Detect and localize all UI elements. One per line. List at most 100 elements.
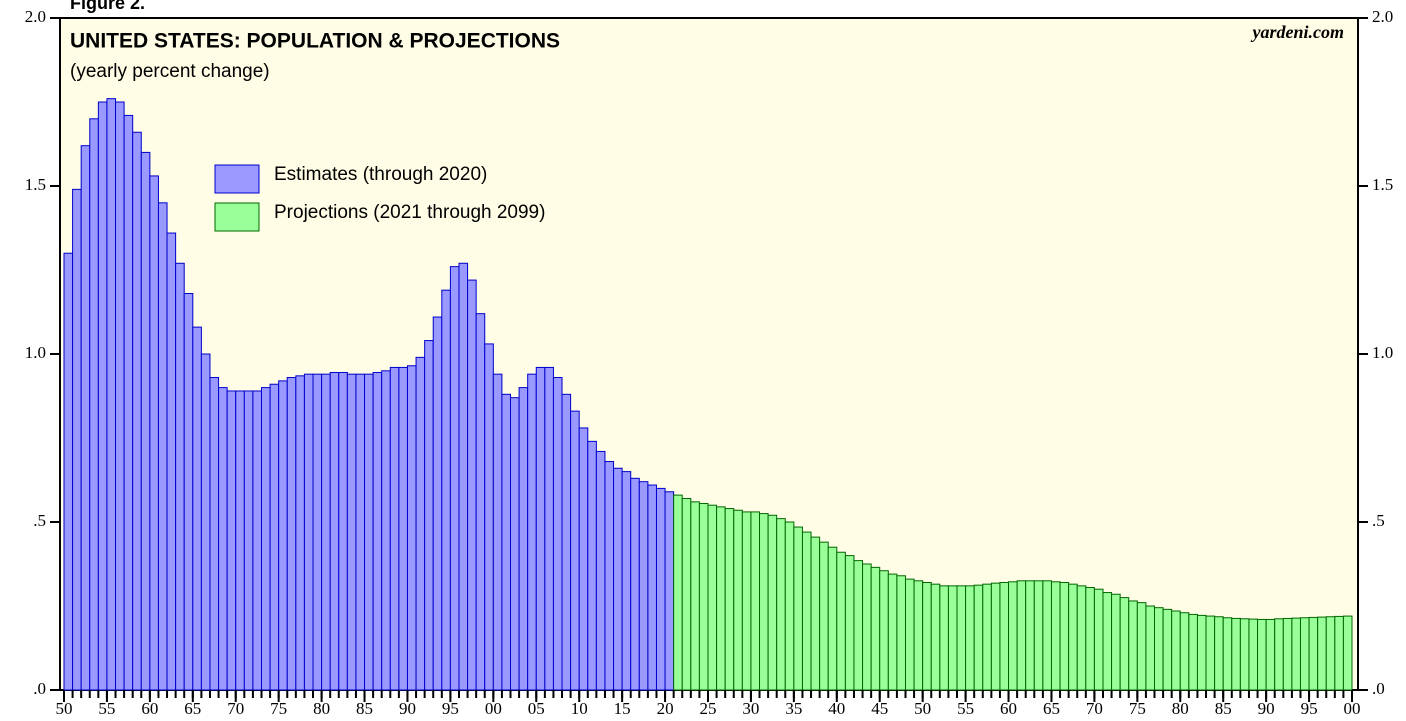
bar <box>939 585 949 691</box>
bar <box>1299 617 1310 691</box>
bar <box>870 566 881 691</box>
bar <box>922 581 932 691</box>
x-tick-label: 75 <box>270 699 287 718</box>
bar <box>492 373 503 691</box>
bar <box>1214 616 1224 691</box>
chart-title: UNITED STATES: POPULATION & PROJECTIONS <box>70 30 560 53</box>
bar <box>1308 616 1319 691</box>
bar <box>286 377 297 691</box>
bar <box>458 262 469 691</box>
bar <box>278 380 288 691</box>
bar <box>372 371 383 691</box>
bar <box>183 293 194 691</box>
x-tick-label: 00 <box>1344 699 1361 718</box>
y2-tick-label: 1.0 <box>1372 343 1393 362</box>
bar <box>733 509 743 691</box>
bar <box>1325 616 1336 691</box>
bar <box>613 467 623 691</box>
bar <box>544 366 554 691</box>
bar <box>1111 593 1121 691</box>
bar <box>63 252 74 691</box>
bar <box>1291 617 1301 691</box>
bar <box>89 118 99 691</box>
bar <box>655 487 666 691</box>
x-tick-label: 65 <box>1043 699 1060 718</box>
bar <box>552 377 563 691</box>
x-tick-label: 95 <box>442 699 459 718</box>
bar <box>157 202 168 691</box>
bar <box>1257 618 1267 691</box>
bar <box>218 387 228 691</box>
x-tick-label: 85 <box>356 699 373 718</box>
bar <box>1239 618 1250 691</box>
bar <box>638 481 649 691</box>
bar <box>260 387 271 691</box>
bar <box>209 377 220 691</box>
x-tick-label: 40 <box>828 699 845 718</box>
x-tick-label: 85 <box>1215 699 1232 718</box>
x-tick-label: 20 <box>657 699 674 718</box>
bar <box>398 366 408 691</box>
bar <box>389 366 400 691</box>
bar <box>467 279 477 691</box>
bar <box>1042 580 1052 691</box>
bar <box>630 477 640 691</box>
bar <box>947 585 958 691</box>
bar <box>759 513 769 691</box>
bar <box>862 563 872 691</box>
bar <box>355 373 366 691</box>
x-tick-label: 55 <box>957 699 974 718</box>
bar <box>887 573 898 691</box>
bar <box>1342 615 1353 691</box>
bar <box>982 583 992 691</box>
x-tick-label: 65 <box>184 699 201 718</box>
bar <box>1059 581 1070 691</box>
bar <box>1085 587 1095 691</box>
bar <box>364 373 374 691</box>
legend-swatch <box>214 202 260 232</box>
bar <box>904 578 915 691</box>
bar <box>269 383 280 691</box>
y-tick-label: .5 <box>33 511 46 530</box>
bar <box>312 373 323 691</box>
bar <box>527 373 537 691</box>
x-tick-label: 10 <box>571 699 588 718</box>
bar <box>200 353 211 691</box>
bar <box>1274 618 1284 691</box>
bar <box>1145 605 1156 691</box>
bar <box>587 440 597 691</box>
bar <box>175 262 185 691</box>
bar <box>106 98 117 691</box>
x-tick-label: 25 <box>700 699 717 718</box>
bar <box>1102 592 1113 691</box>
bar <box>149 175 159 691</box>
bar <box>475 313 486 691</box>
bar <box>681 497 692 691</box>
bar <box>767 514 778 691</box>
y2-tick-label: 1.5 <box>1372 175 1393 194</box>
bar <box>604 461 615 691</box>
bar <box>776 518 786 691</box>
bar <box>484 343 494 691</box>
legend-label: Projections (2021 through 2099) <box>274 202 545 223</box>
figure-label: Figure 2. <box>70 0 145 13</box>
bar <box>973 584 984 691</box>
bar <box>621 471 632 691</box>
bar <box>999 581 1010 691</box>
bar <box>1128 600 1138 691</box>
bar <box>140 151 151 691</box>
bar <box>432 316 443 691</box>
bar <box>1265 618 1276 691</box>
bar <box>252 390 262 691</box>
bar <box>80 145 91 691</box>
bar <box>965 585 975 691</box>
bar <box>819 541 829 691</box>
bar <box>303 373 314 691</box>
bar <box>535 366 546 691</box>
x-tick-label: 35 <box>785 699 802 718</box>
x-tick-label: 55 <box>98 699 115 718</box>
x-tick-label: 80 <box>313 699 330 718</box>
bar <box>123 114 134 691</box>
bar <box>510 397 520 691</box>
